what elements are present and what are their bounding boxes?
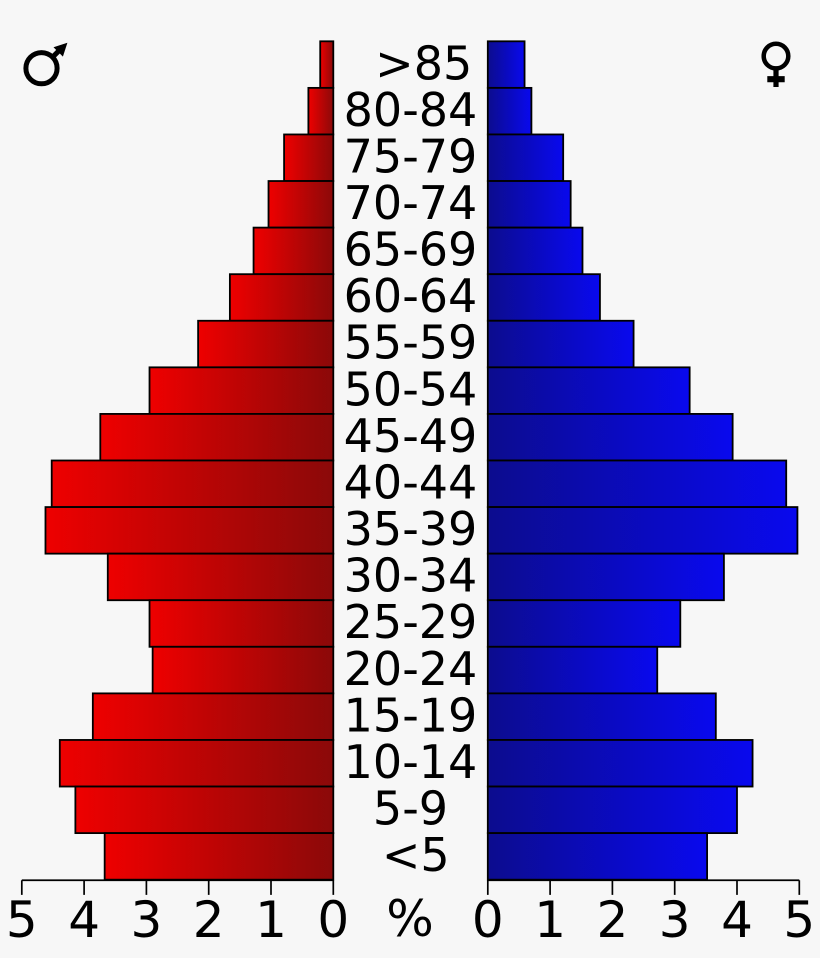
male-symbol-icon <box>23 42 68 87</box>
age-label->85: >85 <box>375 36 472 90</box>
female-bar-70-74 <box>486 180 572 229</box>
male-bar-35-39 <box>44 506 335 555</box>
female-symbol-icon <box>761 41 791 87</box>
female-tick-label-2: 2 <box>596 891 628 949</box>
male-bar-30-34 <box>106 552 335 602</box>
age-label-80-84: 80-84 <box>344 83 478 137</box>
female-bar-15-19 <box>486 692 717 741</box>
female-bar-5-9 <box>486 785 738 835</box>
male-bar-10-14 <box>58 739 335 788</box>
male-tick-label-4: 4 <box>68 891 100 949</box>
male-bar-55-59 <box>197 319 335 369</box>
female-bar-55-59 <box>486 319 635 369</box>
age-label-65-69: 65-69 <box>344 223 478 277</box>
male-bars-group <box>44 40 335 881</box>
female-bar-60-64 <box>486 273 601 322</box>
age-label-<5: <5 <box>382 828 450 882</box>
female-bar-40-44 <box>486 459 788 508</box>
age-label-25-29: 25-29 <box>344 595 478 649</box>
female-bars-group <box>486 40 799 881</box>
age-label-20-24: 20-24 <box>344 642 478 696</box>
age-label-15-19: 15-19 <box>344 688 478 742</box>
age-label-50-54: 50-54 <box>344 362 478 416</box>
female-bar-10-14 <box>486 739 754 788</box>
female-tick-label-5: 5 <box>783 891 815 949</box>
female-tick-label-1: 1 <box>534 891 566 949</box>
female-tick-label-0: 0 <box>472 891 504 949</box>
male-bar-5-9 <box>74 785 335 835</box>
male-tick-label-5: 5 <box>6 891 38 949</box>
female-tick-label-4: 4 <box>721 891 753 949</box>
age-label-35-39: 35-39 <box>344 502 478 556</box>
female-bar-25-29 <box>486 599 682 648</box>
female-bar-20-24 <box>486 645 659 695</box>
age-label-75-79: 75-79 <box>344 129 478 183</box>
age-label-60-64: 60-64 <box>344 269 478 323</box>
male-symbol-arrow-head <box>53 42 68 57</box>
age-label-70-74: 70-74 <box>344 176 478 230</box>
male-bar-80-84 <box>307 86 335 136</box>
female-bar-65-69 <box>486 226 584 276</box>
male-tick-label-2: 2 <box>193 891 225 949</box>
male-bar-50-54 <box>148 366 335 415</box>
age-group-labels: >8580-8475-7970-7465-6960-6455-5950-5445… <box>344 36 478 882</box>
age-label-10-14: 10-14 <box>344 735 478 789</box>
age-label-5-9: 5-9 <box>373 782 448 836</box>
male-bar-70-74 <box>267 180 335 229</box>
male-bar-45-49 <box>99 413 335 462</box>
male-bar-25-29 <box>148 599 335 648</box>
male-tick-label-0: 0 <box>317 891 349 949</box>
male-bar-75-79 <box>283 133 335 182</box>
age-label-40-44: 40-44 <box>344 455 478 509</box>
female-tick-label-3: 3 <box>659 891 691 949</box>
female-bar-80-84 <box>486 86 533 136</box>
age-label-45-49: 45-49 <box>344 409 478 463</box>
female-bar-35-39 <box>486 506 799 555</box>
female-bar-45-49 <box>486 413 734 462</box>
female-bar->85 <box>486 40 526 89</box>
male-tick-label-1: 1 <box>255 891 287 949</box>
male-tick-label-3: 3 <box>130 891 162 949</box>
male-bar-<5 <box>103 832 335 881</box>
age-label-30-34: 30-34 <box>344 549 478 603</box>
male-bar-15-19 <box>91 692 335 741</box>
male-bar-60-64 <box>228 273 335 322</box>
female-bar-30-34 <box>486 552 725 602</box>
female-bar-50-54 <box>486 366 691 415</box>
male-bar-40-44 <box>50 459 335 508</box>
male-bar->85 <box>319 40 335 89</box>
age-label-55-59: 55-59 <box>344 316 478 370</box>
male-symbol-circle <box>23 50 60 87</box>
female-bar-75-79 <box>486 133 565 182</box>
male-bar-20-24 <box>151 645 335 695</box>
male-bar-65-69 <box>252 226 335 276</box>
female-bar-<5 <box>486 832 708 881</box>
percent-axis-label: % <box>386 890 434 948</box>
